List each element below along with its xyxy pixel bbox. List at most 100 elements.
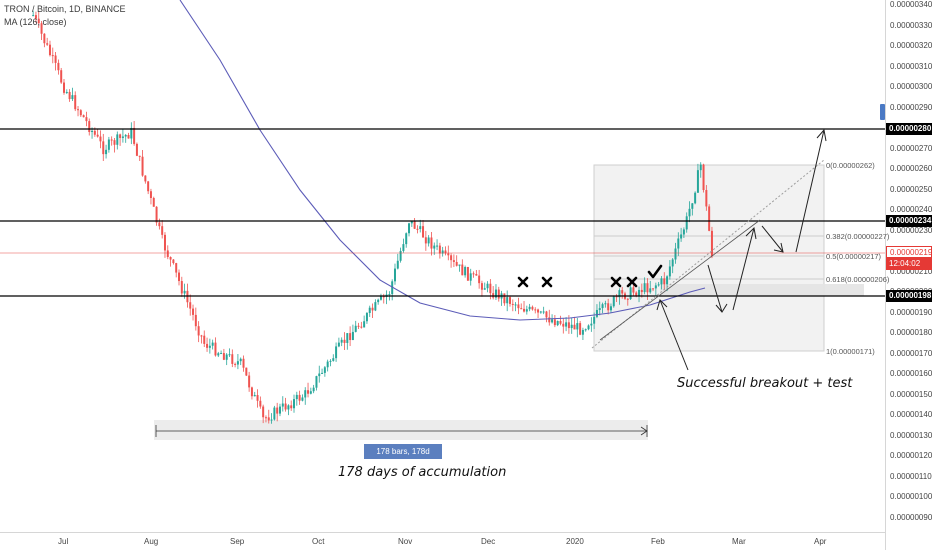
time-axis[interactable]: [0, 532, 885, 551]
candle-body: [180, 281, 183, 294]
level-tag-mid: 0.00000234: [886, 215, 932, 227]
ma-indicator-label[interactable]: MA (126, close): [4, 17, 67, 27]
candle-body: [85, 117, 88, 122]
candle-body: [539, 311, 542, 313]
x-tick-label: Jul: [58, 537, 69, 546]
fib-level-0: 0(0.00000262): [826, 161, 875, 170]
candle-body: [360, 326, 363, 328]
candle-body: [287, 405, 290, 410]
candle-body: [107, 139, 110, 150]
y-tick-label: 0.00000310: [890, 61, 932, 71]
candle-body: [419, 226, 422, 229]
y-tick-label: 0.00000110: [890, 471, 932, 481]
candle-body: [34, 15, 37, 19]
candle-body: [607, 303, 610, 311]
candle-body: [598, 308, 601, 310]
candle-body: [486, 283, 489, 289]
y-tick-label: 0.00000170: [890, 348, 932, 358]
candle-body: [531, 306, 534, 310]
y-tick-label: 0.00000090: [890, 512, 932, 522]
y-tick-label: 0.00000260: [890, 164, 932, 173]
candle-body: [391, 281, 394, 295]
candle-body: [503, 293, 506, 304]
candle-body: [455, 261, 458, 266]
price-axis[interactable]: [885, 0, 932, 550]
candle-body: [37, 18, 40, 24]
candle-body: [475, 273, 478, 276]
y-tick-label: 0.00000210: [890, 266, 932, 276]
candle-body: [576, 323, 579, 330]
candle-body: [203, 335, 206, 344]
candle-body: [559, 320, 562, 324]
fib-level-1: 1(0.00000171): [826, 347, 875, 356]
candle-body: [710, 230, 713, 257]
candle-body: [304, 390, 307, 398]
candle-body: [626, 298, 629, 300]
x-tick-label: Dec: [481, 537, 496, 546]
fib-level-0618: 0.618(0.00000206): [826, 275, 890, 284]
candle-body: [234, 363, 237, 365]
candle-body: [293, 399, 296, 409]
candle-body: [318, 373, 321, 377]
y-tick-label: 0.00000320: [890, 41, 932, 50]
candle-body: [295, 394, 298, 400]
y-tick-label: 0.00000270: [890, 143, 932, 153]
candle-body: [281, 403, 284, 407]
candle-body: [688, 208, 691, 217]
candle-body: [130, 127, 133, 139]
candle-body: [436, 245, 439, 247]
candle-body: [200, 335, 203, 337]
candle-body: [225, 354, 228, 360]
candle-body: [480, 283, 483, 290]
candle-body: [343, 339, 346, 343]
candle-body: [492, 293, 495, 298]
y-tick-label: 0.00000130: [890, 430, 932, 440]
candle-body: [264, 417, 267, 419]
cross-mark-icon: [610, 276, 622, 288]
x-tick-label: Feb: [651, 537, 665, 546]
trendline-2[interactable]: [599, 219, 761, 341]
candle-body: [74, 95, 77, 110]
x-tick-label: Sep: [230, 537, 245, 546]
candle-body: [248, 375, 251, 388]
breakout-annotation: Successful breakout + test: [677, 376, 853, 391]
candle-body: [161, 226, 164, 235]
candle-body: [461, 264, 464, 276]
candle-body: [652, 288, 655, 290]
candle-body: [682, 229, 685, 235]
candle-body: [545, 311, 548, 318]
candle-body: [121, 136, 124, 138]
candle-body: [239, 358, 242, 362]
candle-body: [396, 260, 399, 269]
price-scale-handle[interactable]: [880, 104, 885, 120]
y-tick-label: 0.00000190: [890, 307, 932, 317]
candle-body: [363, 321, 366, 328]
candles-group: [32, 10, 713, 424]
candle-body: [88, 121, 91, 132]
candle-body: [329, 360, 332, 362]
moving-average-line: [179, 0, 706, 321]
candle-body: [483, 288, 486, 290]
candle-body: [668, 266, 671, 277]
bar-countdown-tag: 12:04:02: [886, 258, 932, 270]
candle-body: [262, 406, 265, 418]
candle-body: [452, 260, 455, 262]
candle-body: [46, 43, 49, 45]
candle-body: [593, 316, 596, 324]
candle-body: [638, 289, 641, 296]
range-arrow-head-icon: [640, 426, 648, 436]
candle-body: [433, 245, 436, 249]
candle-body: [649, 288, 652, 293]
candle-body: [635, 292, 638, 296]
candle-body: [321, 372, 324, 374]
check-mark-icon: [647, 264, 663, 279]
candle-body: [351, 331, 354, 341]
candle-body: [458, 264, 461, 266]
candle-body: [640, 289, 643, 293]
x-tick-label: Nov: [398, 537, 413, 546]
candle-body: [587, 325, 590, 330]
candle-body: [643, 283, 646, 293]
candle-body: [705, 190, 708, 207]
candle-body: [32, 15, 35, 17]
accumulation-annotation: 178 days of accumulation: [338, 465, 507, 480]
